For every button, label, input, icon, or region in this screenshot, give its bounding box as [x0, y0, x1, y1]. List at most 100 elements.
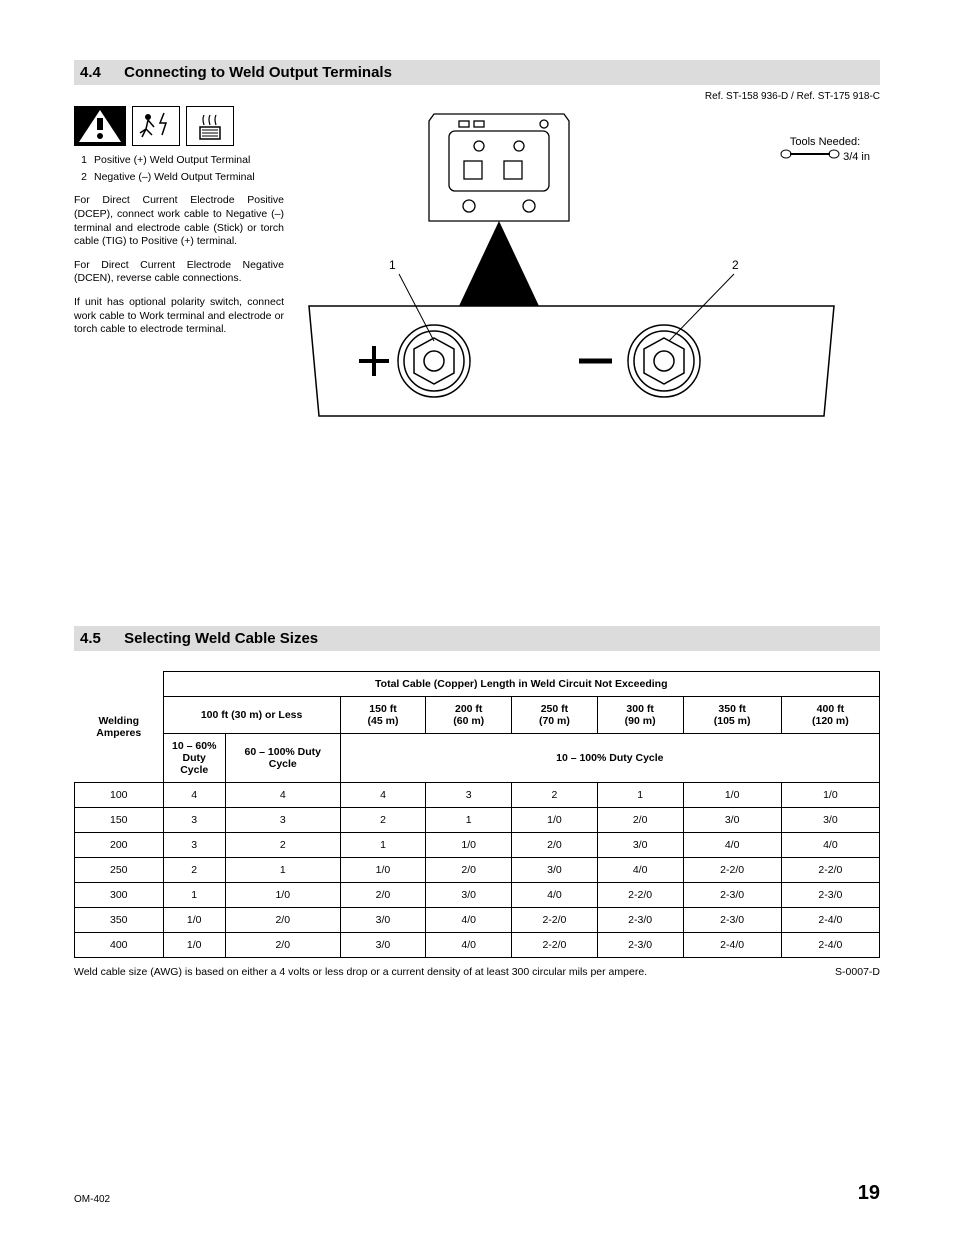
duty-60-100: 60 – 100% Duty Cycle: [225, 734, 340, 783]
cell-size: 2-4/0: [683, 933, 781, 958]
cell-size: 1/0: [225, 883, 340, 908]
col-100ft: 100 ft (30 m) or Less: [163, 697, 340, 734]
cell-size: 2-2/0: [781, 858, 879, 883]
legend-text: Positive (+) Weld Output Terminal: [94, 154, 250, 167]
tools-label-text: Tools Needed:: [780, 136, 870, 148]
cell-size: 2-3/0: [683, 883, 781, 908]
cell-size: 4/0: [781, 833, 879, 858]
cell-size: 2/0: [225, 908, 340, 933]
section-44-number: 4.4: [80, 64, 120, 81]
cell-size: 3/0: [781, 808, 879, 833]
para-dcep: For Direct Current Electrode Positive (D…: [74, 194, 284, 249]
legend-num: 1: [74, 154, 94, 167]
footnote-ref: S-0007-D: [835, 966, 880, 978]
cell-size: 3: [225, 808, 340, 833]
cell-size: 1/0: [163, 908, 225, 933]
duty-10-60: 10 – 60% Duty Cycle: [163, 734, 225, 783]
legend-text: Negative (–) Weld Output Terminal: [94, 171, 255, 184]
cell-size: 4: [225, 783, 340, 808]
cell-amperes: 300: [75, 883, 164, 908]
cell-size: 2: [340, 808, 426, 833]
hot-surface-icon: [186, 106, 234, 146]
cell-size: 1/0: [781, 783, 879, 808]
cell-size: 2-3/0: [781, 883, 879, 908]
col-dist: 200 ft(60 m): [426, 697, 512, 734]
page-footer: OM-402 19: [74, 1182, 880, 1205]
cell-size: 3/0: [597, 833, 683, 858]
col-dist: 400 ft(120 m): [781, 697, 879, 734]
legend-num: 2: [74, 171, 94, 184]
cell-size: 1: [225, 858, 340, 883]
cell-size: 1: [163, 883, 225, 908]
cell-size: 2/0: [597, 808, 683, 833]
cell-size: 3/0: [512, 858, 598, 883]
callout-2: 2: [732, 258, 739, 272]
section-44-title: Connecting to Weld Output Terminals: [124, 64, 392, 81]
section-44-left-col: 1Positive (+) Weld Output Terminal 2Nega…: [74, 106, 284, 466]
cell-size: 1: [597, 783, 683, 808]
table-row: 4001/02/03/04/02-2/02-3/02-4/02-4/0: [75, 933, 880, 958]
wrench-icon: [780, 151, 840, 163]
table-row: 30011/02/03/04/02-2/02-3/02-3/0: [75, 883, 880, 908]
col-dist: 250 ft(70 m): [512, 697, 598, 734]
cell-size: 1/0: [512, 808, 598, 833]
terminal-diagram: 1 2 Tools Needed: 3/4 in: [304, 106, 880, 466]
cell-size: 2/0: [512, 833, 598, 858]
section-45-title: Selecting Weld Cable Sizes: [124, 630, 318, 647]
cell-size: 2/0: [225, 933, 340, 958]
table-row: 2003211/02/03/04/04/0: [75, 833, 880, 858]
cell-size: 2-2/0: [683, 858, 781, 883]
cell-size: 2: [163, 858, 225, 883]
cell-size: 2-2/0: [597, 883, 683, 908]
cell-amperes: 100: [75, 783, 164, 808]
cell-size: 4: [163, 783, 225, 808]
cell-size: 3/0: [340, 908, 426, 933]
duty-10-100: 10 – 100% Duty Cycle: [340, 734, 879, 783]
cell-size: 2: [512, 783, 598, 808]
cell-size: 2-3/0: [683, 908, 781, 933]
cell-size: 2/0: [426, 858, 512, 883]
cell-size: 2: [225, 833, 340, 858]
cell-size: 2-4/0: [781, 908, 879, 933]
cell-size: 1: [426, 808, 512, 833]
cell-size: 2-4/0: [781, 933, 879, 958]
cell-size: 4: [340, 783, 426, 808]
tools-size: 3/4 in: [843, 151, 870, 163]
cell-size: 2-3/0: [597, 908, 683, 933]
cell-size: 3: [426, 783, 512, 808]
warning-triangle-icon: [74, 106, 126, 146]
callout-1: 1: [389, 258, 396, 272]
cell-amperes: 400: [75, 933, 164, 958]
legend-item: 1Positive (+) Weld Output Terminal: [74, 154, 284, 167]
top-header: Total Cable (Copper) Length in Weld Circ…: [163, 672, 879, 697]
para-polarity: If unit has optional polarity switch, co…: [74, 296, 284, 337]
para-dcen: For Direct Current Electrode Negative (D…: [74, 259, 284, 286]
cell-size: 1: [340, 833, 426, 858]
col-dist: 150 ft(45 m): [340, 697, 426, 734]
cell-size: 3: [163, 808, 225, 833]
col-dist: 300 ft(90 m): [597, 697, 683, 734]
cell-size: 1/0: [683, 783, 781, 808]
col-dist: 350 ft(105 m): [683, 697, 781, 734]
cell-size: 2/0: [340, 883, 426, 908]
cell-size: 2-2/0: [512, 933, 598, 958]
cell-size: 4/0: [426, 908, 512, 933]
table-row: 15033211/02/03/03/0: [75, 808, 880, 833]
cell-amperes: 250: [75, 858, 164, 883]
diagram-svg: [304, 106, 844, 466]
footnote-row: Weld cable size (AWG) is based on either…: [74, 966, 880, 978]
col-amperes: Welding Amperes: [75, 672, 164, 783]
cable-size-table: Welding Amperes Total Cable (Copper) Len…: [74, 671, 880, 958]
section-45-number: 4.5: [80, 630, 120, 647]
legend-item: 2Negative (–) Weld Output Terminal: [74, 171, 284, 184]
cell-size: 2-3/0: [597, 933, 683, 958]
cell-size: 3: [163, 833, 225, 858]
section-44-ref: Ref. ST-158 936-D / Ref. ST-175 918-C: [74, 91, 880, 102]
cell-size: 1/0: [340, 858, 426, 883]
tools-needed: Tools Needed: 3/4 in: [780, 136, 870, 163]
cell-size: 4/0: [597, 858, 683, 883]
footnote-text: Weld cable size (AWG) is based on either…: [74, 966, 647, 978]
cell-size: 4/0: [426, 933, 512, 958]
doc-id: OM-402: [74, 1194, 110, 1205]
cell-size: 2-2/0: [512, 908, 598, 933]
